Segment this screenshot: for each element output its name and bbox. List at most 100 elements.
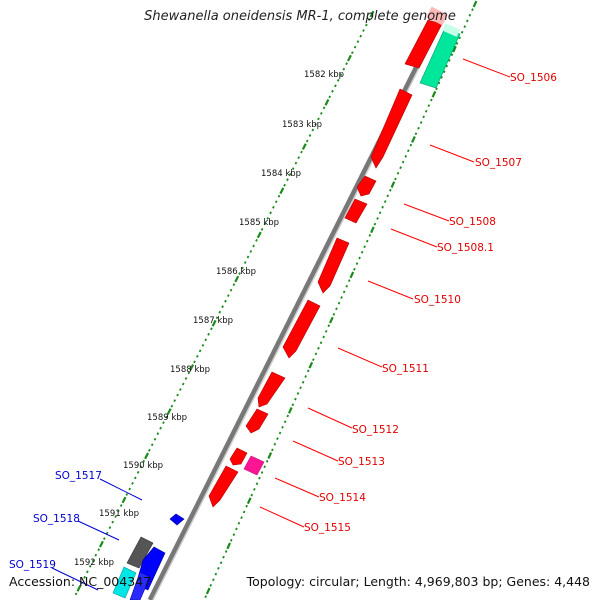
ruler-minor-tick xyxy=(184,377,188,380)
ruler-minor-tick xyxy=(232,283,236,287)
kbp-label: 1584 kbp xyxy=(261,169,301,179)
ruler-minor-tick xyxy=(273,442,277,446)
gene-label-so-1512[interactable]: SO_1512 xyxy=(352,424,399,436)
ruler-minor-tick xyxy=(215,316,219,320)
gene-arrow-so-1512[interactable] xyxy=(257,371,286,408)
gene-arrow-so-1517[interactable] xyxy=(169,513,185,526)
ruler-minor-tick xyxy=(435,87,438,91)
gene-label-so-1506[interactable]: SO_1506 xyxy=(510,72,557,84)
gene-label-so-1513[interactable]: SO_1513 xyxy=(338,456,385,468)
ruler-minor-tick xyxy=(222,555,225,559)
ruler-minor-tick xyxy=(317,117,320,121)
gene-misc-so-1514[interactable] xyxy=(243,455,265,476)
ruler-minor-tick xyxy=(263,465,266,469)
ruler-minor-tick xyxy=(255,482,259,486)
ruler-minor-tick xyxy=(235,527,238,531)
ruler-major-tick xyxy=(246,497,252,505)
ruler-minor-tick xyxy=(335,307,338,311)
ruler-minor-tick xyxy=(430,98,433,102)
gene-gray-block[interactable] xyxy=(126,536,154,569)
ruler-minor-tick xyxy=(322,335,325,339)
ruler-minor-tick xyxy=(317,346,320,350)
gene-label-so-1511[interactable]: SO_1511 xyxy=(382,363,429,375)
gene-blue-block-bottom[interactable] xyxy=(129,571,151,600)
kbp-label: 1589 kbp xyxy=(147,413,187,423)
ruler-minor-tick xyxy=(399,166,402,170)
ruler-minor-tick xyxy=(281,425,284,429)
leader-line-so-1507 xyxy=(429,144,475,163)
gene-arrow-so-1513b[interactable] xyxy=(229,447,248,466)
ruler-major-tick xyxy=(369,10,375,18)
ruler-major-tick xyxy=(431,90,437,98)
ruler-minor-tick xyxy=(445,64,449,68)
ruler-minor-tick xyxy=(311,128,315,132)
gene-arrow-so-1508-1[interactable] xyxy=(344,198,368,224)
ruler-minor-tick xyxy=(363,245,366,249)
gene-arrow-so-1507[interactable] xyxy=(370,88,413,169)
ruler-minor-tick xyxy=(448,59,451,62)
leader-line-so-1513 xyxy=(292,440,339,462)
gene-label-so-1510[interactable]: SO_1510 xyxy=(414,294,461,306)
ruler-minor-tick xyxy=(278,431,282,435)
ruler-major-tick xyxy=(226,542,232,550)
ruler-minor-tick xyxy=(179,388,182,391)
ruler-minor-tick xyxy=(314,352,318,356)
ruler-minor-tick xyxy=(148,448,151,452)
kbp-label: 1582 kbp xyxy=(304,70,344,80)
leader-line-so-1518 xyxy=(77,520,120,541)
topology-text: Topology: circular; Length: 4,969,803 bp… xyxy=(246,574,590,589)
gene-arrow-so-1510[interactable] xyxy=(317,237,350,294)
kbp-label: 1583 kbp xyxy=(282,120,322,130)
ruler-minor-tick xyxy=(173,399,177,403)
gene-label-so-1519[interactable]: SO_1519 xyxy=(9,559,56,571)
ruler-major-tick xyxy=(329,316,334,324)
map-title: Shewanella oneidensis MR-1, complete gen… xyxy=(144,9,456,24)
ruler-minor-tick xyxy=(272,205,275,209)
ruler-major-tick xyxy=(256,231,262,239)
ruler-minor-tick xyxy=(289,172,292,176)
gene-arrow-so-1519[interactable] xyxy=(112,566,137,599)
ruler-minor-tick xyxy=(108,526,112,530)
ruler-minor-tick xyxy=(170,404,174,408)
ruler-minor-tick xyxy=(263,222,267,226)
ruler-minor-tick xyxy=(437,81,441,85)
ruler-minor-tick xyxy=(389,188,392,192)
ruler-minor-tick xyxy=(463,25,467,28)
gene-arrow-so-1513[interactable] xyxy=(245,408,269,434)
ruler-minor-tick xyxy=(241,266,244,270)
ruler-minor-tick xyxy=(291,167,295,171)
gene-arrow-so-1508[interactable] xyxy=(356,175,377,197)
gene-label-so-1515[interactable]: SO_1515 xyxy=(304,522,351,534)
forward-genes xyxy=(208,6,448,508)
ruler-minor-tick xyxy=(265,459,269,463)
gene-label-so-1508-1[interactable]: SO_1508.1 xyxy=(437,242,494,254)
gene-label-so-1518[interactable]: SO_1518 xyxy=(33,513,80,525)
ruler-minor-tick xyxy=(353,267,356,271)
ruler-minor-tick xyxy=(300,150,303,154)
gene-label-so-1507[interactable]: SO_1507 xyxy=(475,157,522,169)
ruler-minor-tick xyxy=(386,194,390,198)
ruler-minor-tick xyxy=(396,171,400,175)
gene-arrow-so-1511[interactable] xyxy=(282,299,321,359)
gene-arrow-so-1515[interactable] xyxy=(208,465,239,508)
ruler-minor-tick xyxy=(381,205,384,209)
ruler-minor-tick xyxy=(74,592,78,596)
ruler-major-tick xyxy=(166,408,172,416)
ruler-minor-tick xyxy=(229,538,233,542)
ruler-minor-tick xyxy=(128,487,131,491)
gene-label-so-1517[interactable]: SO_1517 xyxy=(55,470,102,482)
ruler-minor-tick xyxy=(319,341,323,345)
kbp-label: 1590 kbp xyxy=(123,461,163,471)
ruler-minor-tick xyxy=(365,239,369,243)
ruler-minor-tick xyxy=(342,67,346,71)
gene-label-so-1508[interactable]: SO_1508 xyxy=(449,216,496,228)
ruler-minor-tick xyxy=(117,509,120,513)
gene-label-so-1514[interactable]: SO_1514 xyxy=(319,492,366,504)
ruler-minor-tick xyxy=(269,211,272,215)
ruler-minor-tick xyxy=(153,437,157,441)
ruler-minor-tick xyxy=(368,234,372,237)
ruler-minor-tick xyxy=(294,397,297,401)
ruler-minor-tick xyxy=(308,134,312,137)
ruler-minor-tick xyxy=(260,471,264,474)
ruler-minor-tick xyxy=(232,533,236,536)
